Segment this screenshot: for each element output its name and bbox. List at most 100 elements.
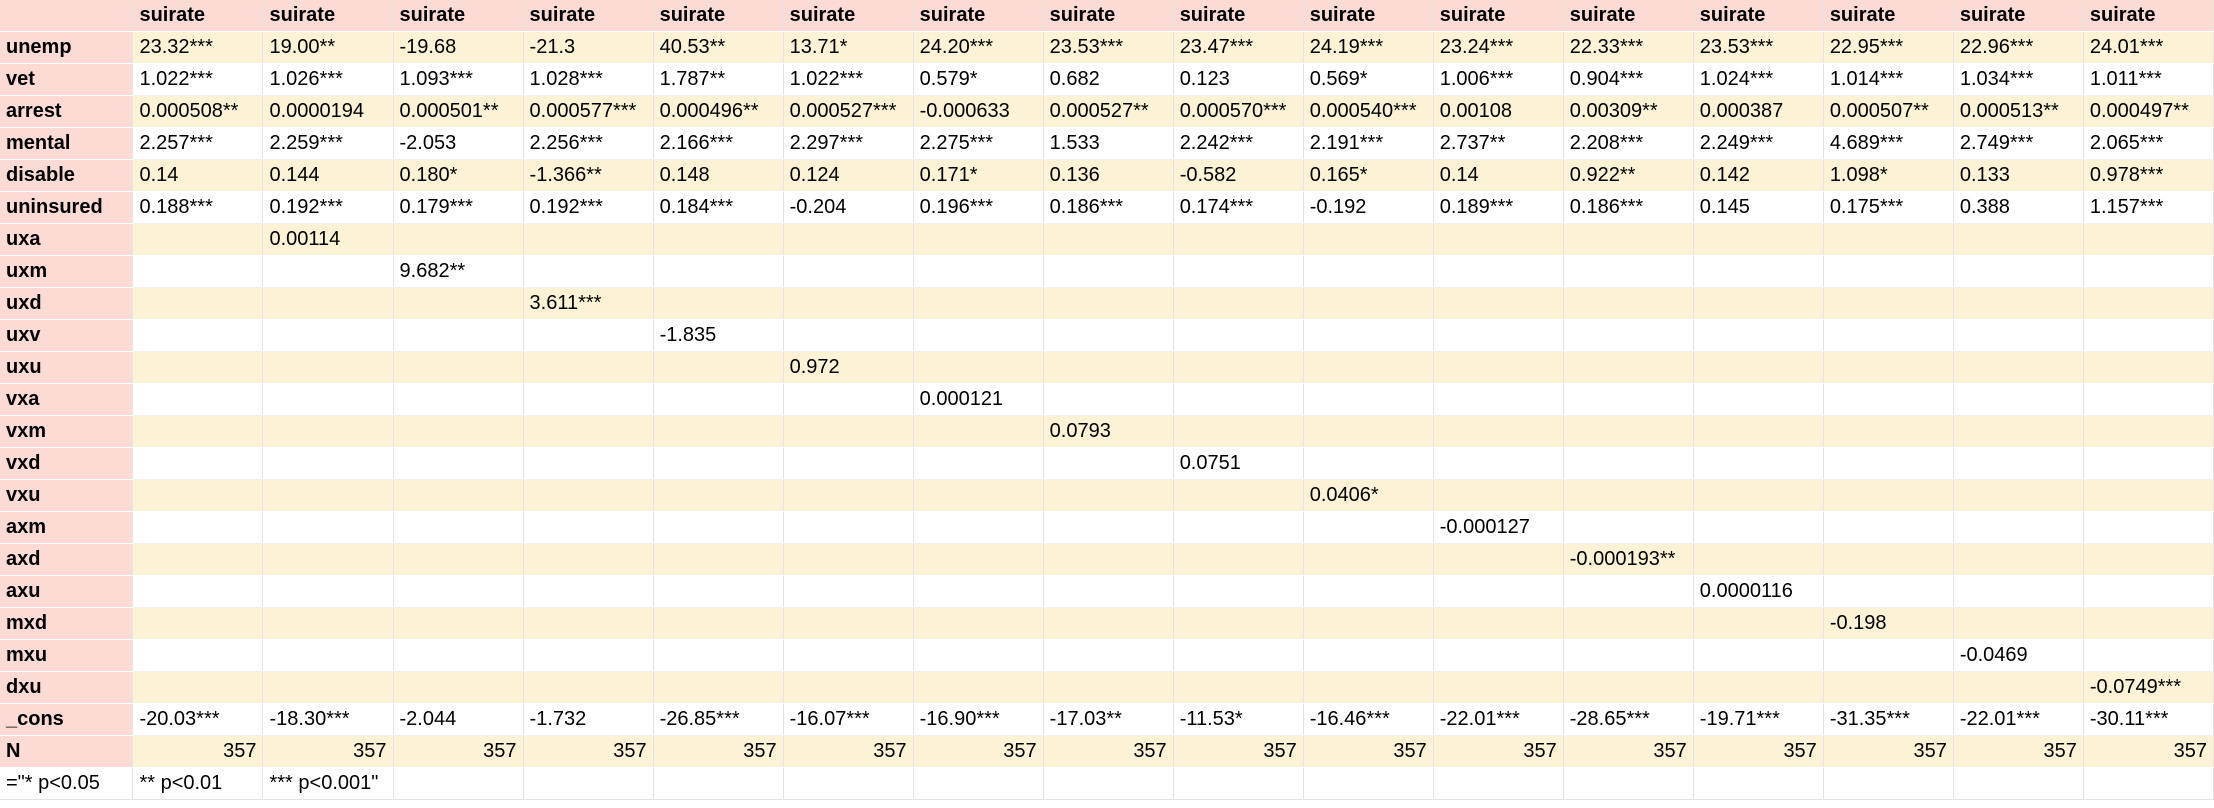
- data-cell[interactable]: 0.00114: [262, 223, 394, 256]
- significance-note[interactable]: ** p<0.01: [132, 767, 264, 800]
- data-cell[interactable]: -19.68: [393, 31, 524, 64]
- data-cell[interactable]: [262, 447, 394, 480]
- data-cell[interactable]: 0.136: [1043, 159, 1174, 192]
- data-cell[interactable]: -16.46***: [1303, 703, 1434, 736]
- row-label[interactable]: axu: [0, 575, 134, 608]
- data-cell[interactable]: [1173, 223, 1304, 256]
- data-cell[interactable]: [1823, 447, 1954, 480]
- data-cell[interactable]: [653, 223, 784, 256]
- data-cell[interactable]: 24.20***: [913, 31, 1044, 64]
- data-cell[interactable]: [1953, 255, 2084, 288]
- data-cell[interactable]: [1953, 287, 2084, 320]
- row-label[interactable]: arrest: [0, 95, 134, 128]
- data-cell[interactable]: [1173, 415, 1304, 448]
- data-cell[interactable]: [132, 223, 264, 256]
- data-cell[interactable]: [783, 575, 914, 608]
- data-cell[interactable]: 22.33***: [1563, 31, 1694, 64]
- n-cell[interactable]: 357: [913, 735, 1044, 768]
- data-cell[interactable]: [783, 255, 914, 288]
- row-label[interactable]: uxu: [0, 351, 134, 384]
- column-header[interactable]: suirate: [1953, 0, 2084, 32]
- data-cell[interactable]: [783, 607, 914, 640]
- data-cell[interactable]: [132, 511, 264, 544]
- data-cell[interactable]: [1823, 223, 1954, 256]
- data-cell[interactable]: 0.00108: [1433, 95, 1564, 128]
- data-cell[interactable]: 0.123: [1173, 63, 1304, 96]
- row-label[interactable]: mental: [0, 127, 134, 160]
- data-cell[interactable]: [1953, 671, 2084, 704]
- data-cell[interactable]: [1043, 479, 1174, 512]
- data-cell[interactable]: [393, 479, 524, 512]
- data-cell[interactable]: [1173, 255, 1304, 288]
- data-cell[interactable]: [1693, 639, 1824, 672]
- data-cell[interactable]: 2.191***: [1303, 127, 1434, 160]
- data-cell[interactable]: [783, 415, 914, 448]
- row-label[interactable]: mxu: [0, 639, 134, 672]
- data-cell[interactable]: -0.198: [1823, 607, 1954, 640]
- data-cell[interactable]: [132, 607, 264, 640]
- data-cell[interactable]: 1.157***: [2083, 191, 2214, 224]
- data-cell[interactable]: [1823, 575, 1954, 608]
- empty-cell[interactable]: [1823, 767, 1954, 800]
- data-cell[interactable]: 2.297***: [783, 127, 914, 160]
- data-cell[interactable]: [1173, 575, 1304, 608]
- data-cell[interactable]: 0.000527**: [1043, 95, 1174, 128]
- column-header[interactable]: suirate: [262, 0, 394, 32]
- data-cell[interactable]: 0.000513**: [1953, 95, 2084, 128]
- data-cell[interactable]: [1563, 351, 1694, 384]
- data-cell[interactable]: -2.053: [393, 127, 524, 160]
- data-cell[interactable]: [1953, 543, 2084, 576]
- data-cell[interactable]: [1433, 383, 1564, 416]
- data-cell[interactable]: 0.175***: [1823, 191, 1954, 224]
- data-cell[interactable]: 0.171*: [913, 159, 1044, 192]
- data-cell[interactable]: [1823, 511, 1954, 544]
- data-cell[interactable]: 2.166***: [653, 127, 784, 160]
- data-cell[interactable]: [1173, 319, 1304, 352]
- empty-cell[interactable]: [1953, 767, 2084, 800]
- data-cell[interactable]: 23.32***: [132, 31, 264, 64]
- data-cell[interactable]: [1693, 479, 1824, 512]
- data-cell[interactable]: [132, 351, 264, 384]
- data-cell[interactable]: [1953, 223, 2084, 256]
- data-cell[interactable]: [132, 543, 264, 576]
- data-cell[interactable]: [523, 351, 654, 384]
- data-cell[interactable]: [523, 511, 654, 544]
- data-cell[interactable]: [132, 383, 264, 416]
- data-cell[interactable]: 1.533: [1043, 127, 1174, 160]
- data-cell[interactable]: [523, 447, 654, 480]
- data-cell[interactable]: [1693, 415, 1824, 448]
- n-cell[interactable]: 357: [132, 735, 264, 768]
- data-cell[interactable]: 23.47***: [1173, 31, 1304, 64]
- data-cell[interactable]: [1693, 671, 1824, 704]
- data-cell[interactable]: [1563, 639, 1694, 672]
- data-cell[interactable]: 2.737**: [1433, 127, 1564, 160]
- n-cell[interactable]: 357: [1043, 735, 1174, 768]
- row-label[interactable]: uxv: [0, 319, 134, 352]
- data-cell[interactable]: -20.03***: [132, 703, 264, 736]
- data-cell[interactable]: [1563, 415, 1694, 448]
- data-cell[interactable]: [783, 671, 914, 704]
- data-cell[interactable]: [1303, 223, 1434, 256]
- data-cell[interactable]: 1.011***: [2083, 63, 2214, 96]
- row-label[interactable]: uninsured: [0, 191, 134, 224]
- data-cell[interactable]: 0.579*: [913, 63, 1044, 96]
- data-cell[interactable]: [783, 639, 914, 672]
- data-cell[interactable]: 24.19***: [1303, 31, 1434, 64]
- data-cell[interactable]: [1823, 287, 1954, 320]
- data-cell[interactable]: 0.000577***: [523, 95, 654, 128]
- data-cell[interactable]: 0.569*: [1303, 63, 1434, 96]
- data-cell[interactable]: -18.30***: [262, 703, 394, 736]
- data-cell[interactable]: 0.192***: [523, 191, 654, 224]
- data-cell[interactable]: [1693, 287, 1824, 320]
- data-cell[interactable]: -31.35***: [1823, 703, 1954, 736]
- data-cell[interactable]: 0.000121: [913, 383, 1044, 416]
- data-cell[interactable]: [1823, 351, 1954, 384]
- data-cell[interactable]: 0.14: [1433, 159, 1564, 192]
- row-label[interactable]: axm: [0, 511, 134, 544]
- data-cell[interactable]: [1173, 639, 1304, 672]
- data-cell[interactable]: 0.978***: [2083, 159, 2214, 192]
- data-cell[interactable]: [1303, 511, 1434, 544]
- data-cell[interactable]: [1043, 255, 1174, 288]
- data-cell[interactable]: [913, 319, 1044, 352]
- data-cell[interactable]: [653, 255, 784, 288]
